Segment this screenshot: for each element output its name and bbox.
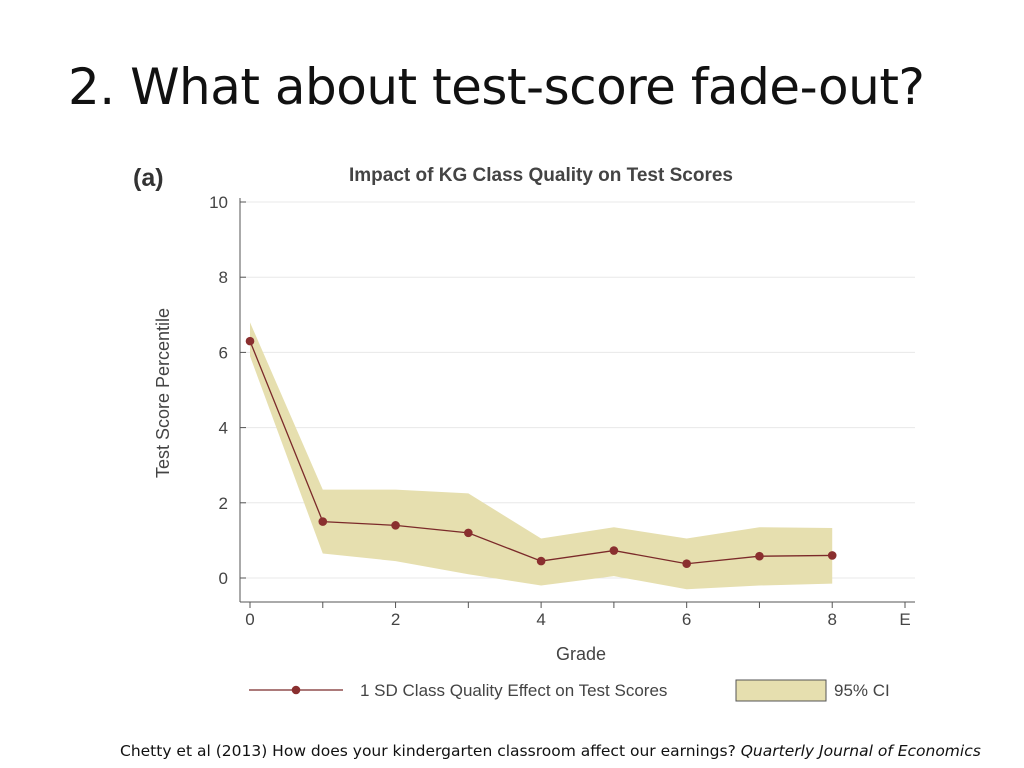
- series-layer: [245, 336, 837, 569]
- data-point: [391, 521, 400, 530]
- confidence-band: [250, 322, 833, 590]
- data-point: [682, 559, 691, 569]
- x-tick-label: 0: [245, 610, 254, 629]
- legend-series-label: 1 SD Class Quality Effect on Test Scores: [360, 681, 667, 700]
- chart: Impact of KG Class Quality on Test Score…: [153, 165, 915, 702]
- x-axis-label: Grade: [556, 644, 606, 664]
- y-tick-label: 4: [219, 419, 228, 438]
- data-point: [609, 546, 619, 555]
- citation-text: Chetty et al (2013) How does your kinder…: [120, 742, 736, 760]
- y-tick-label: 8: [219, 268, 228, 287]
- data-point: [464, 528, 473, 538]
- x-tick-label: 2: [391, 610, 400, 629]
- data-point: [245, 336, 255, 346]
- panel-label: (a): [133, 164, 164, 192]
- axes: 0 2 4 6 8 10 0 2 4 6 8 E: [209, 193, 915, 629]
- x-tick-label: 4: [536, 610, 545, 629]
- data-point: [755, 551, 764, 561]
- y-axis-label: Test Score Percentile: [153, 308, 173, 478]
- legend-marker-swatch: [291, 685, 301, 695]
- y-tick-label: 10: [209, 193, 228, 212]
- y-tick-label: 0: [219, 569, 228, 588]
- data-point: [827, 551, 837, 560]
- citation: Chetty et al (2013) How does your kinder…: [120, 742, 981, 760]
- legend-ci-swatch: [735, 679, 827, 702]
- y-tick-label: 6: [219, 343, 228, 362]
- x-tick-label: 6: [682, 610, 691, 629]
- y-tick-label: 2: [219, 494, 228, 513]
- chart-title: Impact of KG Class Quality on Test Score…: [349, 165, 733, 186]
- journal-name: Quarterly Journal of Economics: [740, 742, 981, 760]
- confidence-band-layer: [250, 322, 833, 590]
- legend-ci-label: 95% CI: [834, 681, 890, 700]
- data-point: [318, 517, 328, 526]
- slide-title: 2. What about test-score fade-out?: [68, 58, 925, 116]
- x-tick-label: 8: [827, 610, 836, 629]
- x-tick-label: E: [899, 610, 910, 629]
- legend: 1 SD Class Quality Effect on Test Scores…: [249, 679, 890, 702]
- data-point: [536, 556, 546, 566]
